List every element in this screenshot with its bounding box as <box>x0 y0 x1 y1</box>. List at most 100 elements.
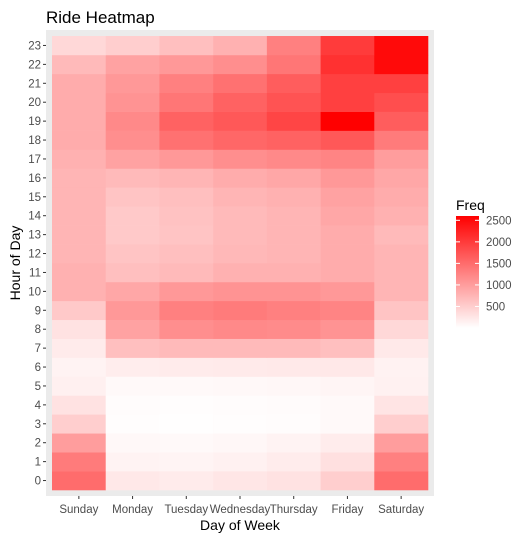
y-tick-label: 22 <box>28 59 41 71</box>
heatmap-cell <box>213 395 268 415</box>
heatmap-cell <box>320 130 375 150</box>
heatmap-cell <box>159 92 214 112</box>
heatmap-cell <box>266 168 321 188</box>
heatmap-cell <box>52 130 107 150</box>
heatmap-cell <box>213 187 268 207</box>
heatmap-cell <box>105 471 160 491</box>
heatmap-cell <box>266 281 321 302</box>
heatmap-cells <box>52 36 429 491</box>
heatmap-cell <box>52 433 107 453</box>
heatmap-cell <box>52 206 107 226</box>
chart-title: Ride Heatmap <box>46 8 155 27</box>
heatmap-cell <box>52 300 107 321</box>
y-tick-label: 21 <box>28 78 41 90</box>
heatmap-cell <box>52 395 107 415</box>
heatmap-cell <box>213 414 268 434</box>
y-tick-label: 6 <box>35 362 41 374</box>
heatmap-cell <box>159 300 214 321</box>
heatmap-cell <box>213 149 268 169</box>
y-tick-label: 0 <box>35 476 41 488</box>
legend-tick-label: 2000 <box>486 237 512 249</box>
heatmap-cell <box>266 300 321 321</box>
heatmap-cell <box>52 225 107 245</box>
heatmap-cell <box>213 300 268 321</box>
heatmap-cell <box>52 73 107 94</box>
heatmap-cell <box>374 376 429 396</box>
heatmap-cell <box>159 168 214 188</box>
heatmap-cell <box>320 92 375 112</box>
y-tick-label: 17 <box>28 154 41 166</box>
heatmap-cell <box>320 244 375 264</box>
heatmap-cell <box>105 414 160 434</box>
heatmap-cell <box>374 338 429 358</box>
heatmap-cell <box>320 263 375 283</box>
heatmap-cell <box>52 92 107 112</box>
heatmap-cell <box>159 54 214 75</box>
heatmap-cell <box>213 168 268 188</box>
heatmap-cell <box>374 73 429 94</box>
heatmap-cell <box>320 452 375 472</box>
heatmap-cell <box>105 111 160 131</box>
heatmap-cell <box>105 54 160 75</box>
heatmap-cell <box>320 414 375 434</box>
heatmap-cell <box>52 149 107 169</box>
heatmap-cell <box>159 338 214 358</box>
heatmap-cell <box>213 263 268 283</box>
heatmap-cell <box>266 376 321 396</box>
heatmap-cell <box>105 433 160 453</box>
heatmap-cell <box>374 244 429 264</box>
heatmap-cell <box>105 92 160 112</box>
heatmap-cell <box>374 263 429 283</box>
heatmap-cell <box>266 92 321 112</box>
heatmap-cell <box>374 319 429 339</box>
heatmap-cell <box>213 36 268 56</box>
heatmap-cell <box>320 73 375 94</box>
heatmap-cell <box>52 263 107 283</box>
heatmap-cell <box>374 92 429 112</box>
heatmap-cell <box>320 168 375 188</box>
y-tick-label: 14 <box>28 211 41 223</box>
heatmap-cell <box>374 433 429 453</box>
heatmap-cell <box>52 357 107 377</box>
heatmap-cell <box>320 149 375 169</box>
heatmap-cell <box>374 395 429 415</box>
heatmap-cell <box>52 471 107 491</box>
heatmap-cell <box>213 225 268 245</box>
y-tick-label: 13 <box>28 230 41 242</box>
heatmap-cell <box>52 319 107 339</box>
heatmap-cell <box>213 319 268 339</box>
heatmap-cell <box>105 376 160 396</box>
legend-tick-label: 2500 <box>486 215 512 227</box>
heatmap-cell <box>374 471 429 491</box>
heatmap-cell <box>105 395 160 415</box>
heatmap-cell <box>266 206 321 226</box>
heatmap-cell <box>159 73 214 94</box>
heatmap-cell <box>159 281 214 302</box>
y-tick-label: 1 <box>35 457 41 469</box>
y-tick-label: 18 <box>28 135 41 147</box>
heatmap-cell <box>266 130 321 150</box>
heatmap-cell <box>374 225 429 245</box>
y-tick-label: 8 <box>35 324 41 336</box>
heatmap-cell <box>266 357 321 377</box>
x-axis-ticks: Sunday Monday Tuesday Wednesday Thursday Frid… <box>59 496 424 516</box>
legend-tick-label: 1000 <box>486 280 512 292</box>
heatmap-cell <box>374 206 429 226</box>
legend-tick-label: 500 <box>486 301 505 313</box>
heatmap-cell <box>159 319 214 339</box>
heatmap-cell <box>374 357 429 377</box>
legend: Freq 500 1000 1500 2000 2500 <box>456 197 512 328</box>
heatmap-cell <box>159 414 214 434</box>
heatmap-cell <box>266 414 321 434</box>
x-tick-label: Sunday <box>59 504 98 516</box>
heatmap-cell <box>320 471 375 491</box>
heatmap-cell <box>266 73 321 94</box>
heatmap-cell <box>105 73 160 94</box>
heatmap-cell <box>320 338 375 358</box>
heatmap-cell <box>266 225 321 245</box>
legend-title: Freq <box>456 197 485 213</box>
heatmap-cell <box>374 168 429 188</box>
x-axis-title: Day of Week <box>200 517 281 533</box>
